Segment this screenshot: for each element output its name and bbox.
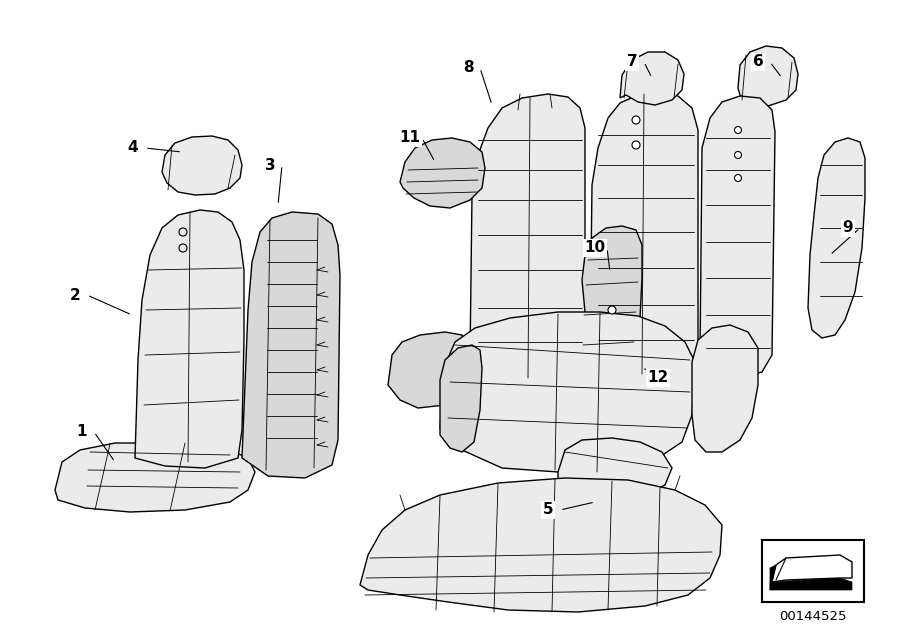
Text: 7: 7 <box>626 55 637 69</box>
Polygon shape <box>55 443 255 512</box>
Polygon shape <box>738 46 798 106</box>
Text: 9: 9 <box>842 221 853 235</box>
Text: 4: 4 <box>128 141 139 155</box>
Text: 2: 2 <box>69 287 80 303</box>
Text: 6: 6 <box>752 55 763 69</box>
Text: 5: 5 <box>543 502 553 518</box>
Polygon shape <box>242 212 340 478</box>
Circle shape <box>734 127 742 134</box>
Circle shape <box>179 228 187 236</box>
Polygon shape <box>558 438 672 500</box>
Polygon shape <box>582 226 642 375</box>
Circle shape <box>179 244 187 252</box>
Polygon shape <box>400 138 485 208</box>
Polygon shape <box>620 52 684 105</box>
Polygon shape <box>162 136 242 195</box>
Polygon shape <box>808 138 865 338</box>
Text: 10: 10 <box>584 240 606 256</box>
Circle shape <box>734 174 742 181</box>
Polygon shape <box>440 312 695 472</box>
Text: 11: 11 <box>400 130 420 146</box>
Polygon shape <box>770 578 852 590</box>
Polygon shape <box>470 94 585 382</box>
Polygon shape <box>590 92 698 378</box>
Circle shape <box>632 116 640 124</box>
Polygon shape <box>135 210 244 468</box>
Text: 00144525: 00144525 <box>779 609 847 623</box>
Polygon shape <box>388 332 468 408</box>
Circle shape <box>632 141 640 149</box>
Polygon shape <box>770 565 776 590</box>
Circle shape <box>608 306 616 314</box>
Polygon shape <box>360 478 722 612</box>
Polygon shape <box>692 325 758 452</box>
Text: 12: 12 <box>647 371 669 385</box>
Bar <box>762 540 864 602</box>
Text: 3: 3 <box>265 158 275 172</box>
Polygon shape <box>440 345 482 452</box>
Text: 1: 1 <box>76 424 87 439</box>
Text: 8: 8 <box>463 60 473 76</box>
Circle shape <box>734 151 742 158</box>
Polygon shape <box>772 555 852 582</box>
Polygon shape <box>700 96 775 378</box>
